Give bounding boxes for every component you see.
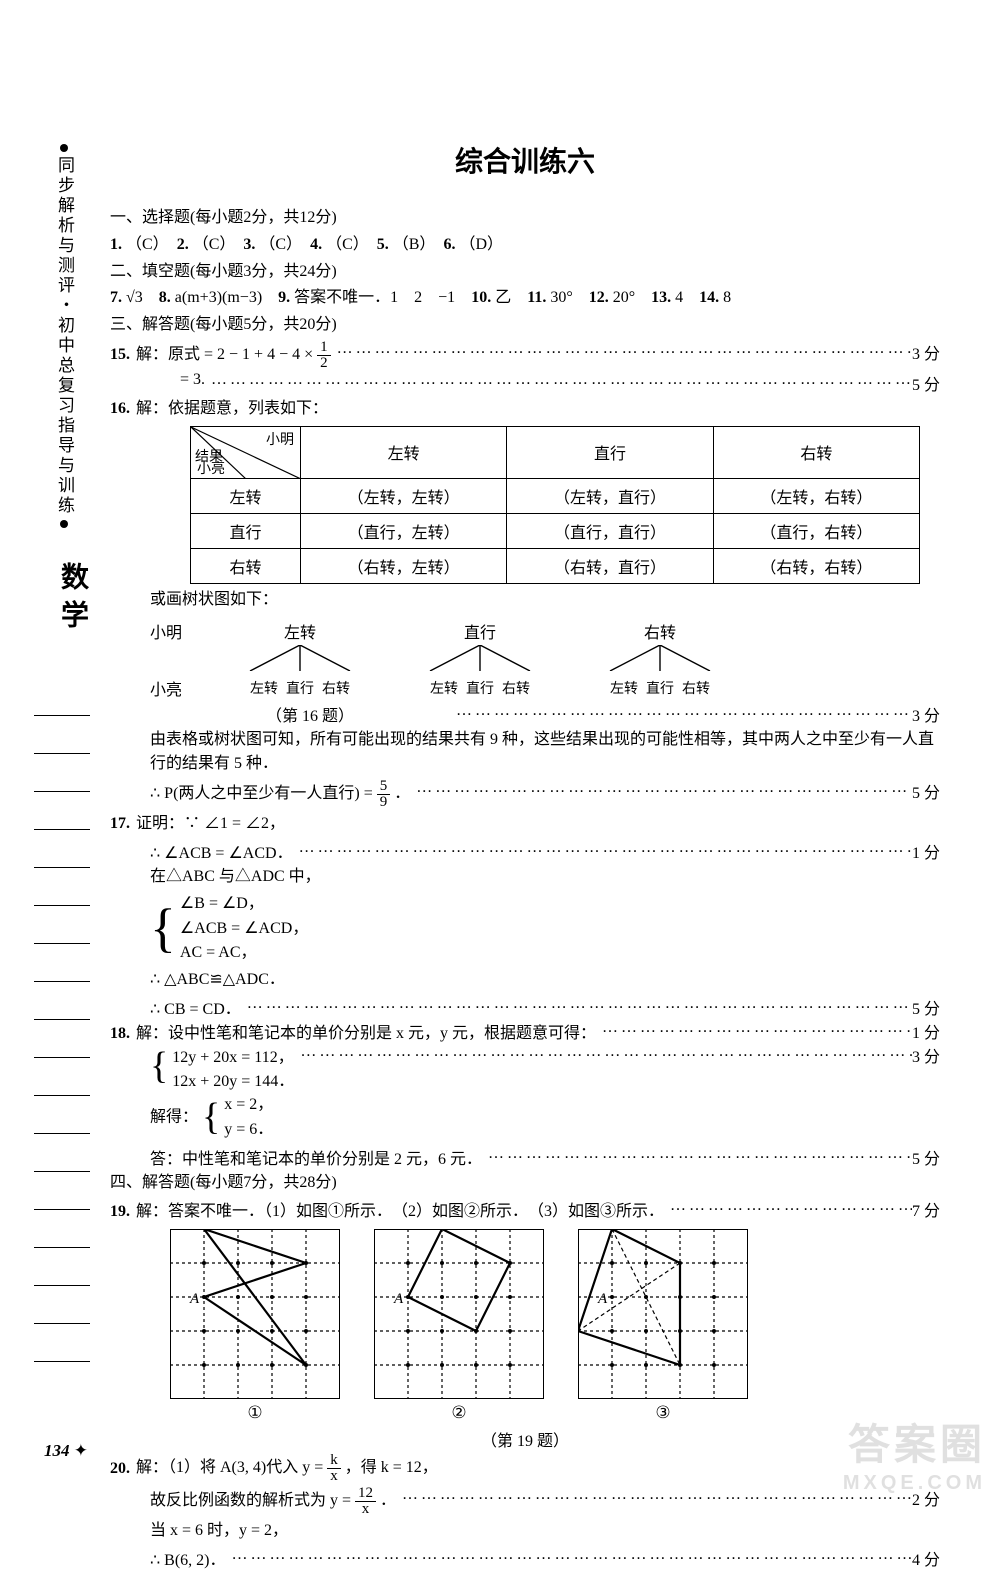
sidebar: 同步解析与测评・初中总复习指导与训练 数学 (52, 140, 82, 1440)
q17-l5: ∴ CB = CD．………………………………………………………………………………… (150, 995, 940, 1019)
q18-sys: { 12y + 20x = 112，12x + 20y = 144． ……………… (150, 1043, 940, 1091)
q16-tree: 小明 左转直行右转 小亮 左转直行右转左转直行右转左转直行右转 (150, 619, 940, 700)
q17-l2: ∴ ∠ACB = ∠ACD．……………………………………………………………………… (150, 839, 940, 863)
q18-l1: 18.解：设中性笔和笔记本的单价分别是 x 元，y 元，根据题意可得： …………… (110, 1019, 940, 1043)
note-lines (34, 678, 90, 1362)
sidebar-title: 同步解析与测评・初中总复习指导与训练 (52, 140, 77, 532)
svg-text:A: A (597, 1291, 608, 1307)
page-content: 综合训练六 一、选择题(每小题2分，共12分) 1. （C） 2. （C） 3.… (110, 140, 940, 1570)
q20-l1: 20.解：（1）将 A(3, 4)代入 y = kx ，得 k = 12， (110, 1453, 940, 1484)
section-2-header: 二、填空题(每小题3分，共24分) (110, 260, 940, 285)
svg-text:A: A (393, 1291, 404, 1307)
q20-l2: 故反比例函数的解析式为 y = 12x ． ………………………………………………… (150, 1486, 940, 1517)
q20-l3: 当 x = 6 时，y = 2， (150, 1519, 940, 1544)
q16-intro: 16.解：依据题意，列表如下： (110, 397, 940, 422)
section-1-answers: 1. （C） 2. （C） 3. （C） 4. （C） 5. （B） 6. （D… (110, 233, 940, 258)
q15-line1: 15.解：原式 = 2 − 1 + 4 − 4 × 12 ……………………………… (110, 340, 940, 371)
q15-line2: = 3. ……………………………………………………………………………………………… (180, 371, 940, 395)
q17-sys: { ∠B = ∠D，∠ACB = ∠ACD，AC = AC， (150, 892, 940, 966)
page-number: 134 (44, 1441, 88, 1461)
sidebar-subject: 数学 (52, 562, 92, 638)
section-3-header: 三、解答题(每小题5分，共20分) (110, 313, 940, 338)
section-4-header: 四、解答题(每小题7分，共28分) (110, 1171, 940, 1196)
page-title: 综合训练六 (110, 140, 940, 180)
q16-tree-intro: 或画树状图如下： (150, 588, 940, 613)
q18-ans: 答：中性笔和笔记本的单价分别是 2 元，6 元．…………………………………………… (150, 1145, 940, 1169)
q17-l1: 17.证明：∵ ∠1 = ∠2， (110, 812, 940, 837)
q17-l4: ∴ △ABC≌△ADC． (150, 968, 940, 993)
section-1-header: 一、选择题(每小题2分，共12分) (110, 206, 940, 231)
q16-explain: 由表格或树状图可知，所有可能出现的结果共有 9 种，这些结果出现的可能性相等，其… (150, 728, 940, 778)
q18-solve: 解得： { x = 2，y = 6． (150, 1093, 940, 1143)
q16-table: 小明 结果 小亮 左转 直行 右转 左转（左转，左转）（左转，直行）（左转，右转… (190, 426, 920, 584)
q16-caption-row: （第 16 题） …………………………………………………………………………………… (110, 702, 940, 726)
q19-caption: （第 19 题） (110, 1427, 940, 1451)
section-2-answers: 7. √3 8. a(m+3)(m−3) 9. 答案不唯一．1 2 −1 10.… (110, 286, 940, 311)
svg-text:A: A (189, 1291, 200, 1307)
q20-l4: ∴ B(6, 2)．………………………………………………………………………………… (150, 1546, 940, 1570)
q16-prob: ∴ P(两人之中至少有一人直行) = 59 ． …………………………………………… (150, 779, 940, 810)
q19-lead: 19.解：答案不唯一．（1）如图①所示． （2）如图②所示． （3）如图③所示．… (110, 1197, 940, 1221)
q19-figures: A①A②A③ (170, 1229, 940, 1423)
q17-l3: 在△ABC 与△ADC 中， (150, 865, 940, 890)
